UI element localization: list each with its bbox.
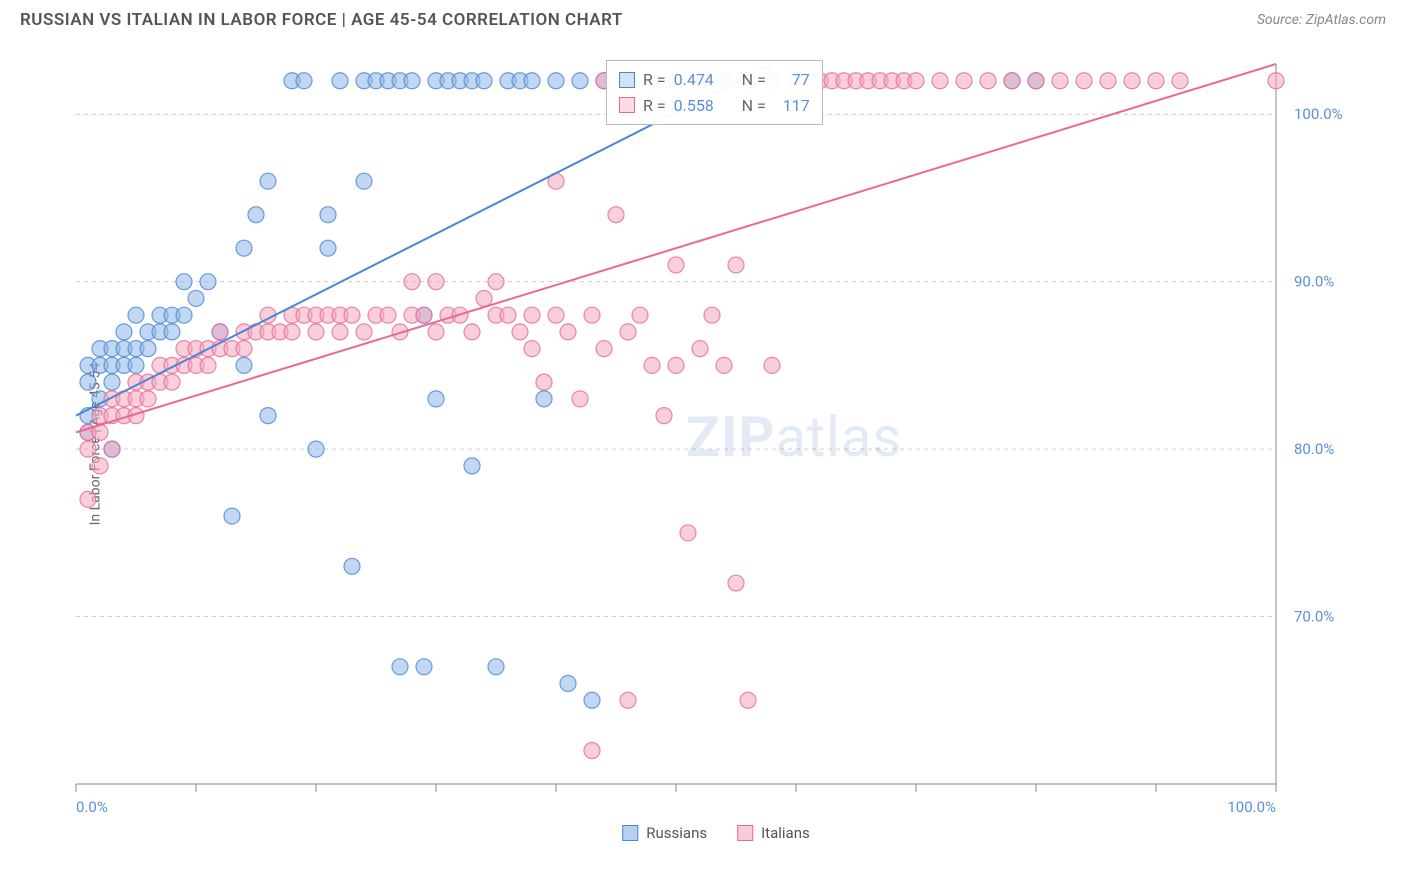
r-value: 0.558 [674,93,724,119]
legend-label: Russians [646,824,707,842]
source-label: Source: ZipAtlas.com [1257,12,1386,28]
r-label: R = [643,93,666,119]
svg-text:0.0%: 0.0% [76,798,108,816]
svg-text:90.0%: 90.0% [1294,273,1334,291]
legend-swatch [619,72,635,88]
stats-box: R = 0.474 N = 77 R = 0.558 N = 117 [606,60,823,125]
n-label: N = [742,93,766,119]
stats-row: R = 0.474 N = 77 [619,67,810,93]
legend-label: Italians [761,824,810,842]
svg-text:80.0%: 80.0% [1294,440,1334,458]
legend-item: Italians [737,824,810,842]
r-value: 0.474 [674,67,724,93]
svg-text:100.0%: 100.0% [1294,105,1343,123]
legend-swatch [619,97,635,113]
bottom-legend: Russians Italians [622,824,809,842]
chart-svg: 70.0% 80.0% 90.0% 100.0% 0.0% 100.0% [66,44,1366,844]
legend-swatch [737,825,753,841]
svg-text:70.0%: 70.0% [1294,608,1334,626]
r-label: R = [643,67,666,93]
page-title: RUSSIAN VS ITALIAN IN LABOR FORCE | AGE … [20,10,623,30]
n-value: 77 [774,67,810,93]
legend-item: Russians [622,824,707,842]
legend-swatch [622,825,638,841]
correlation-chart: In Labor Force | Age 45-54 70.0%80.0%90.… [20,44,1386,844]
stats-row: R = 0.558 N = 117 [619,93,810,119]
n-label: N = [742,67,766,93]
svg-text:100.0%: 100.0% [1227,798,1276,816]
n-value: 117 [774,93,810,119]
